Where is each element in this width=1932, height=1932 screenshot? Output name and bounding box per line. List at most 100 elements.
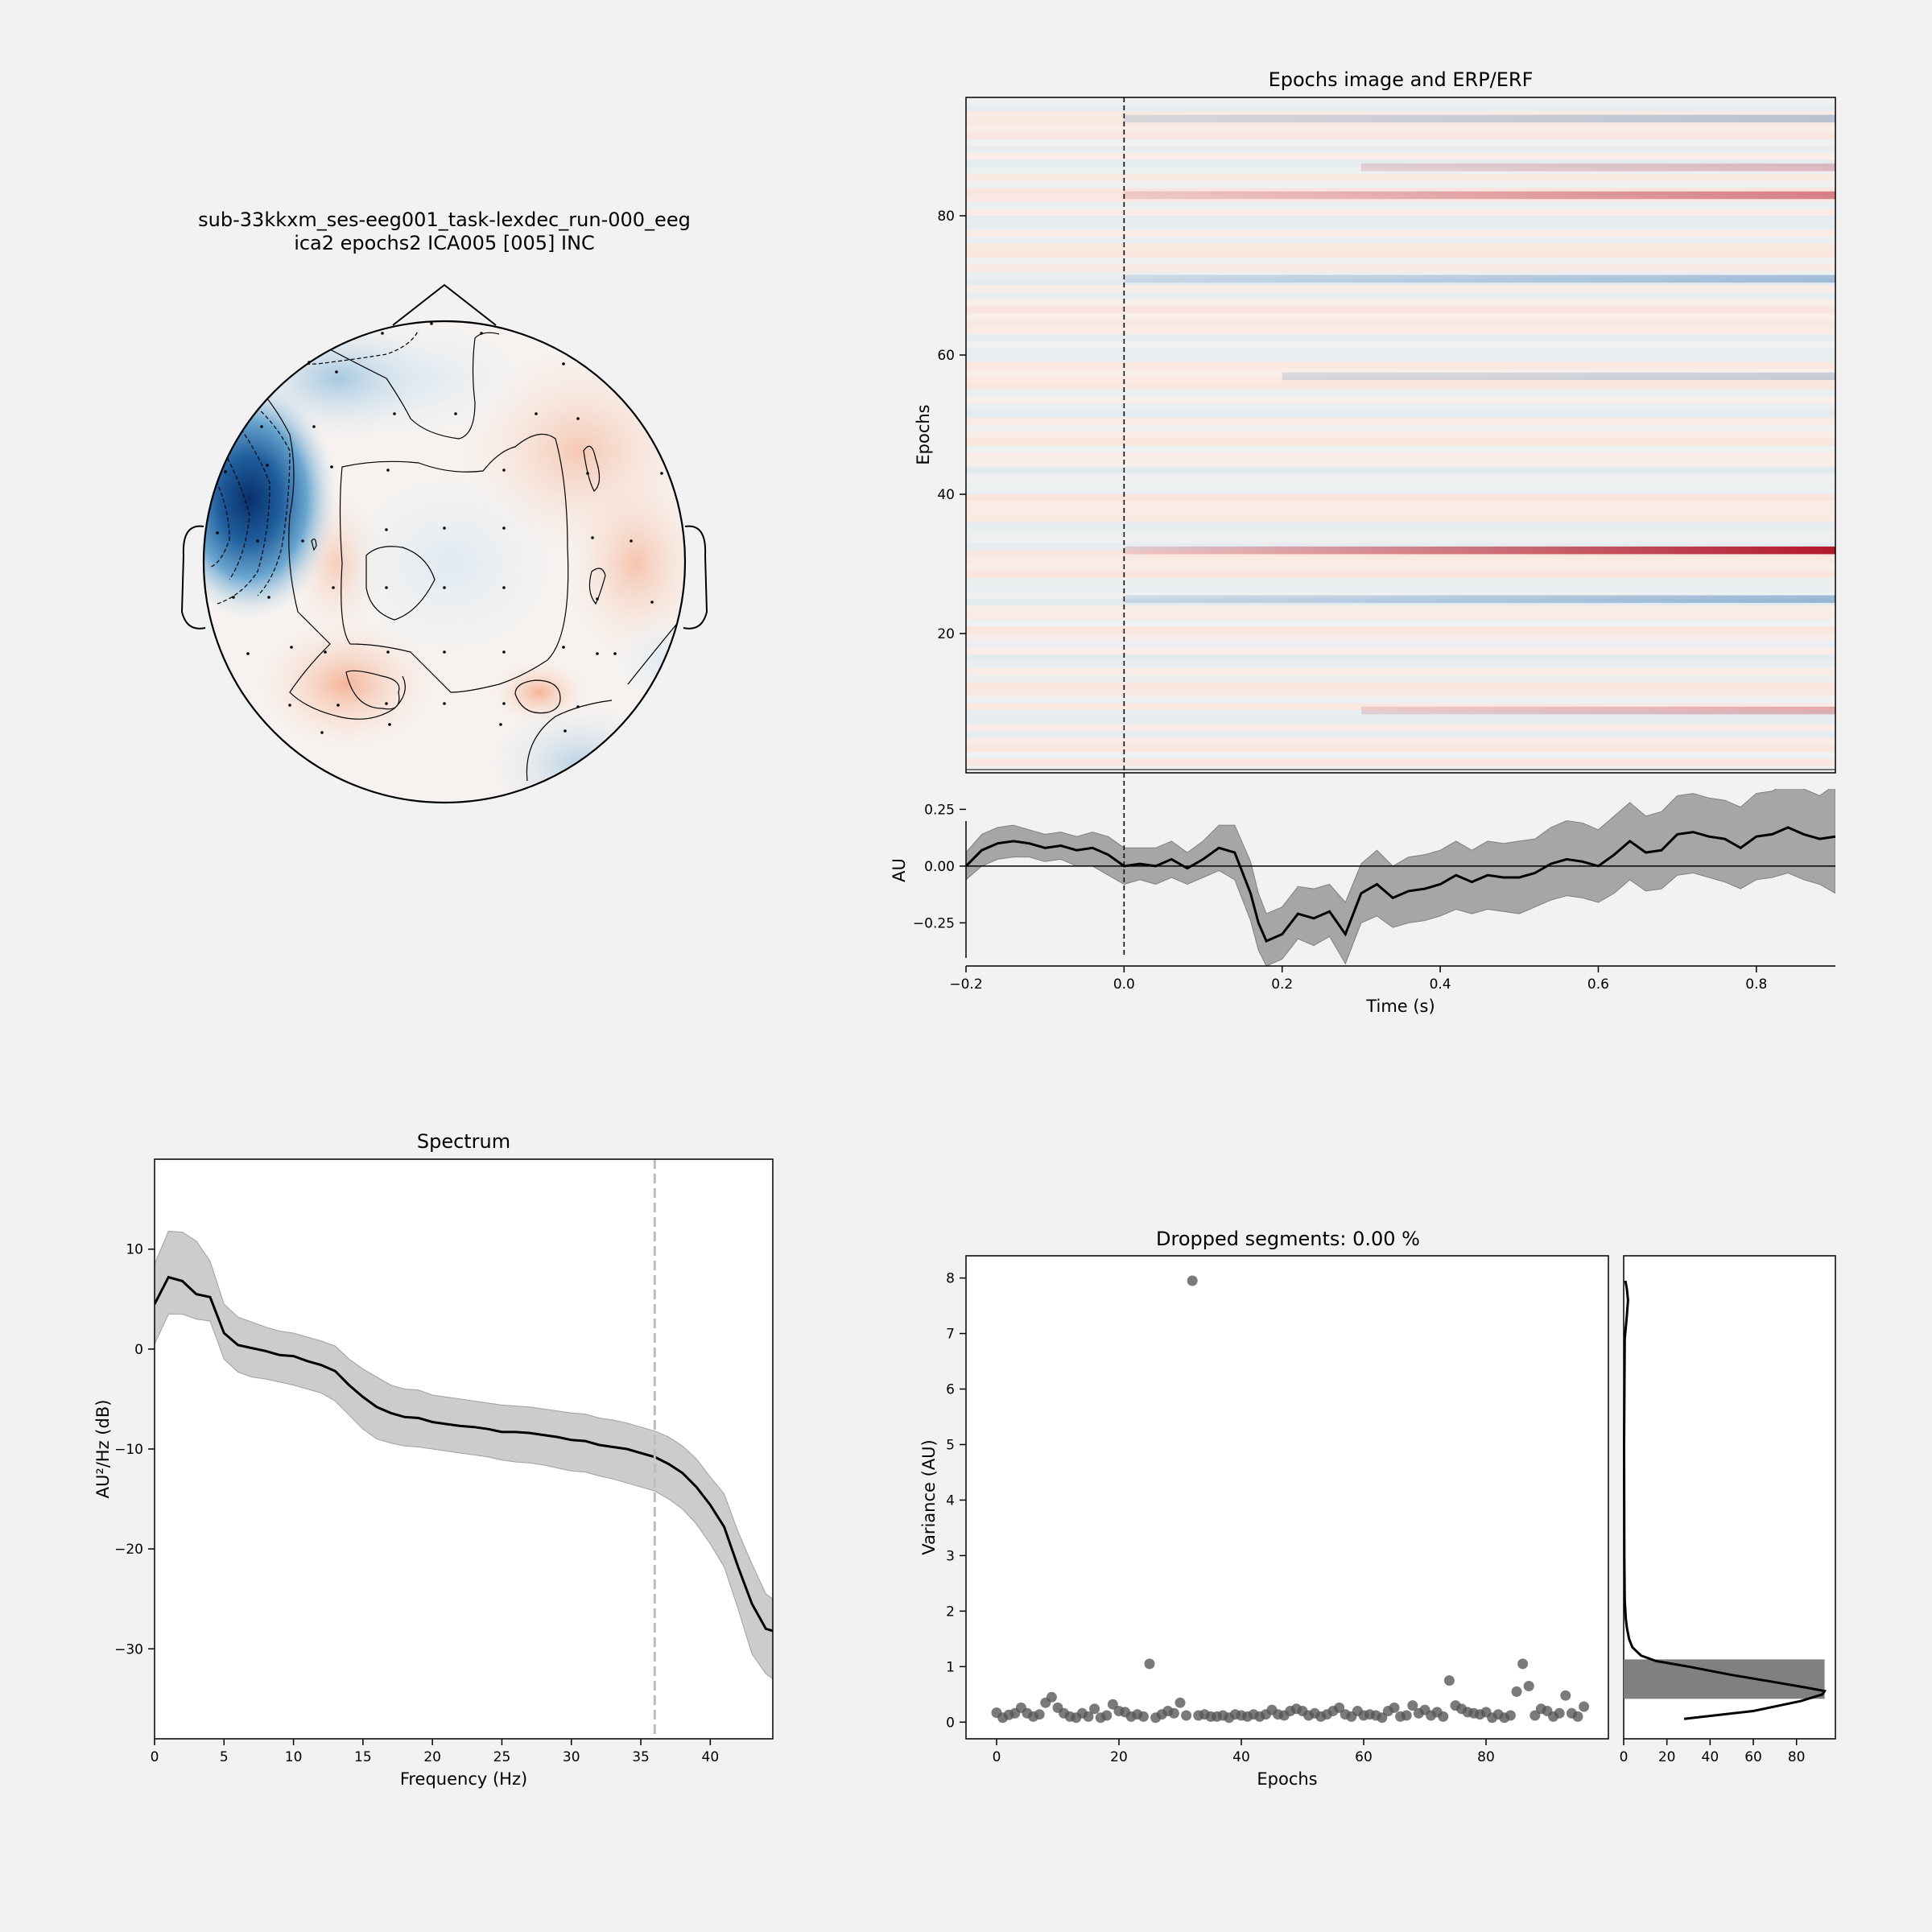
erp-mean-line: [966, 826, 1835, 943]
epoch-row: [966, 411, 1835, 418]
epochs-image-background: [966, 97, 1835, 773]
epoch-row: [966, 724, 1835, 732]
sensor-dot: [660, 472, 663, 475]
variance-title: Dropped segments: 0.00 %: [1156, 1228, 1420, 1250]
spectrum-ytick-label: −30: [114, 1641, 143, 1657]
epoch-row: [966, 661, 1835, 669]
erp-xtick-label: 0.2: [1271, 976, 1293, 993]
topomap-left-ear: [180, 525, 206, 630]
epoch-row: [966, 216, 1835, 223]
histogram-ticks: 0 20 40 60 80: [1620, 1739, 1806, 1765]
epoch-row: [966, 306, 1835, 314]
topomap-title-line1: sub-33kkxm_ses-eeg001_task-lexdec_run-00…: [198, 208, 691, 231]
spectrum-xtick-label: 40: [702, 1749, 720, 1765]
variance-point: [1407, 1700, 1418, 1711]
spectrum-ytick-label: 0: [134, 1342, 143, 1358]
epochs-image-frame: [965, 97, 1836, 774]
spectrum-xtick-label: 35: [632, 1749, 650, 1765]
variance-point: [1187, 1275, 1198, 1286]
variance-point: [1443, 1675, 1455, 1686]
sensor-dot: [224, 470, 227, 473]
sensor-dot: [430, 322, 433, 325]
variance-point: [1144, 1658, 1155, 1670]
variance-ytick-label: 2: [946, 1604, 955, 1620]
variance-point: [1334, 1702, 1345, 1713]
variance-points: [991, 1275, 1590, 1724]
erp-xtick-label: 0.4: [1430, 976, 1451, 993]
sensor-dot: [564, 729, 567, 733]
epoch-highlight-row: [1360, 706, 1835, 715]
sensor-dot: [266, 464, 269, 467]
erp-ytick-label: −0.25: [913, 915, 955, 931]
sensor-dot: [232, 596, 235, 599]
epoch-row: [966, 737, 1835, 745]
sensor-dot: [443, 586, 446, 589]
epoch-row: [966, 396, 1835, 404]
variance-ytick-label: 1: [946, 1659, 955, 1675]
epoch-row: [966, 390, 1835, 397]
sensor-dot: [386, 469, 390, 472]
sensor-dot: [613, 652, 617, 655]
sensor-dot: [576, 705, 580, 708]
epoch-row: [966, 264, 1835, 272]
sensor-dot: [502, 650, 506, 654]
epoch-row: [966, 153, 1835, 160]
epoch-row: [966, 97, 1835, 105]
epoch-row: [966, 320, 1835, 328]
variance-point: [1579, 1701, 1590, 1712]
epoch-row: [966, 313, 1835, 320]
variance-xtick-label: 0: [993, 1749, 1001, 1765]
epochs-image-panel: Epochs image and ERP/ERF 20 40 60 80 Epochs: [914, 68, 1836, 774]
histogram-xtick-label: 0: [1620, 1749, 1629, 1765]
sensor-dot: [385, 528, 388, 531]
sensor-dot: [499, 723, 502, 726]
epoch-highlight-row: [1124, 595, 1835, 603]
variance-point: [1107, 1699, 1118, 1710]
epoch-row: [966, 647, 1835, 654]
spectrum-ticks: 0 5 10 15 20 25 30 35 40 10 0 −10 −20 −30: [114, 1242, 719, 1765]
histogram-kde-line: [1622, 1280, 1827, 1720]
sensor-dot: [312, 425, 316, 428]
histogram-bar: [1624, 1659, 1825, 1699]
variance-point: [1523, 1681, 1534, 1691]
variance-ylabel: Variance (AU): [919, 1439, 939, 1555]
epoch-row: [966, 522, 1835, 530]
spectrum-mean-line: [155, 1275, 773, 1633]
topomap-sensors: [216, 322, 663, 734]
epoch-row: [966, 452, 1835, 460]
sensor-dot: [324, 650, 327, 654]
histogram-xtick-label: 80: [1788, 1749, 1806, 1765]
topomap-right-ear: [683, 525, 708, 630]
variance-ytick-label: 3: [946, 1548, 955, 1564]
variance-point: [1181, 1710, 1192, 1721]
histogram-xtick-label: 40: [1702, 1749, 1719, 1765]
epoch-row: [966, 445, 1835, 453]
spectrum-xtick-label: 30: [563, 1749, 580, 1765]
epoch-row: [966, 285, 1835, 293]
variance-plot-area: [965, 1255, 1609, 1740]
epoch-row: [966, 501, 1835, 509]
erp-xtick-label: 0.8: [1745, 976, 1767, 993]
epoch-highlight-row: [1124, 114, 1835, 123]
sensor-dot: [562, 646, 565, 649]
spectrum-xtick-label: 25: [493, 1749, 511, 1765]
sensor-dot: [216, 531, 219, 535]
epoch-row: [966, 424, 1835, 432]
variance-point: [1101, 1710, 1113, 1721]
sensor-dot: [535, 412, 538, 415]
epoch-row: [966, 459, 1835, 467]
variance-ytick-label: 6: [946, 1382, 955, 1398]
histogram-xtick-label: 60: [1744, 1749, 1762, 1765]
epoch-row: [966, 564, 1835, 572]
erp-ticks: −0.2 0.0 0.2 0.4 0.6 0.8 0.25 0.00 −0.25: [913, 802, 1767, 993]
epoch-row: [966, 382, 1835, 390]
topomap: sub-33kkxm_ses-eeg001_task-lexdec_run-00…: [180, 208, 708, 804]
spectrum-confidence-band: [155, 1230, 773, 1680]
variance-point: [1168, 1707, 1179, 1719]
spectrum-xtick-label: 0: [151, 1749, 159, 1765]
sensor-dot: [260, 425, 263, 428]
sensor-dot: [576, 417, 580, 420]
variance-point: [1560, 1690, 1571, 1701]
erp-xtick-label: 0.6: [1587, 976, 1609, 993]
erp-xlabel: Time (s): [1365, 997, 1435, 1016]
